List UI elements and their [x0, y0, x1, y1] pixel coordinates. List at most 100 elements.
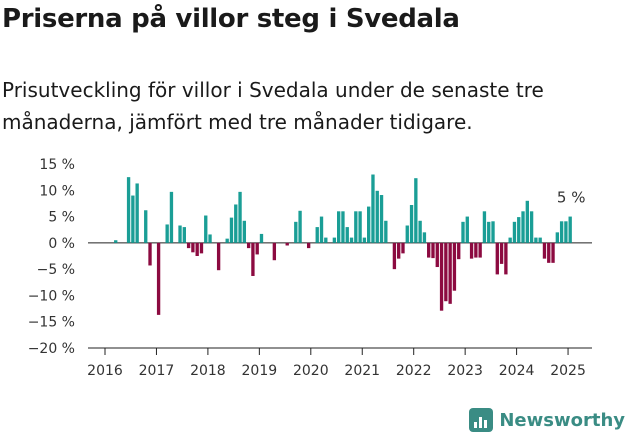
x-tick-label: 2017 [139, 363, 175, 379]
bar [397, 242, 401, 259]
price-change-bar-chart: 15 %10 %5 %0 %−5 %−10 %−15 %−20 % 2016 20… [28, 157, 592, 379]
bar [294, 221, 298, 243]
bar [259, 233, 264, 243]
bar [457, 242, 461, 260]
bar [405, 225, 409, 243]
bar [324, 237, 328, 243]
x-tick-label: 2022 [396, 363, 432, 379]
bar [534, 237, 538, 243]
bar [315, 227, 319, 243]
bar [195, 242, 199, 256]
x-tick-label: 2018 [190, 363, 226, 379]
bar [521, 211, 525, 243]
bar [362, 237, 367, 243]
bar [225, 238, 229, 243]
bar [392, 242, 397, 270]
bar [564, 221, 568, 243]
x-tick-label: 2020 [293, 363, 329, 379]
bar [504, 242, 508, 275]
bar [319, 216, 324, 243]
annotations: 5 % [557, 189, 586, 207]
bar [375, 190, 379, 243]
y-tick-label: −15 % [28, 315, 75, 331]
bar [204, 215, 208, 243]
last-value-label: 5 % [557, 189, 586, 207]
bar [474, 242, 478, 258]
bar [229, 217, 234, 243]
bar [156, 242, 161, 315]
newsworthy-brand: Newsworthy [469, 408, 625, 432]
x-tick-label: 2024 [499, 363, 535, 379]
y-axis: 15 % 10 % 5 % 0 % −5 % −10 % −15 % −20 % [28, 157, 592, 357]
bar [547, 242, 551, 263]
bar [431, 242, 435, 259]
bar [358, 211, 362, 243]
bar [367, 206, 371, 243]
bar [148, 242, 152, 266]
bar [401, 242, 405, 254]
bar [306, 242, 311, 249]
bar [255, 242, 259, 255]
bar [508, 237, 512, 243]
bar [199, 242, 204, 254]
x-tick-label: 2025 [550, 363, 586, 379]
brand-name: Newsworthy [499, 409, 625, 431]
x-tick-label: 2021 [344, 363, 380, 379]
bar [499, 242, 504, 264]
y-tick-label: −20 % [28, 341, 75, 357]
bar [568, 216, 572, 243]
bar [345, 227, 349, 243]
bar [182, 227, 186, 243]
bar [444, 242, 448, 302]
bar [332, 237, 337, 243]
bar [272, 242, 277, 261]
y-tick-label: −5 % [37, 262, 75, 278]
bar [216, 242, 221, 271]
bar [131, 195, 135, 243]
y-tick-label: 10 % [39, 183, 75, 199]
page-subtitle: Prisutveckling för villor i Svedala unde… [2, 78, 544, 134]
x-axis: 2016 2017 2018 2019 2020 2021 2022 2023 2024 2025 [87, 347, 592, 379]
bar [448, 242, 452, 304]
newsworthy-logo-icon [469, 408, 494, 432]
bar [191, 242, 195, 253]
bar [551, 242, 555, 263]
bar [414, 178, 418, 243]
bar [246, 242, 251, 249]
bar [354, 211, 358, 243]
bar [384, 220, 388, 243]
bar [337, 211, 341, 243]
bar [379, 195, 384, 243]
bar [422, 232, 427, 243]
bar [234, 204, 238, 243]
bar [285, 242, 289, 246]
bar [491, 221, 495, 243]
x-tick-label: 2019 [242, 363, 278, 379]
bar [517, 217, 521, 243]
bar [144, 210, 148, 243]
y-tick-label: −10 % [28, 288, 75, 304]
y-tick-label: 5 % [48, 210, 75, 226]
x-tick-label: 2023 [447, 363, 483, 379]
bar [178, 225, 182, 243]
bar [341, 211, 345, 243]
bar [461, 221, 465, 243]
bar [114, 240, 118, 243]
bar [427, 242, 431, 258]
page-title: Priserna på villor steg i Svedala [2, 4, 460, 34]
bar [409, 205, 414, 243]
bar [525, 200, 529, 243]
bar [135, 183, 139, 243]
bar [238, 191, 242, 243]
bar [555, 232, 559, 243]
bar [298, 210, 302, 243]
bar [559, 221, 564, 243]
bar [165, 224, 169, 243]
bar [418, 220, 422, 243]
bar [208, 234, 212, 243]
bar [478, 242, 482, 258]
y-tick-label: 15 % [39, 157, 75, 173]
bar [495, 242, 499, 275]
bar [482, 211, 487, 243]
y-tick-label: 0 % [48, 236, 75, 252]
